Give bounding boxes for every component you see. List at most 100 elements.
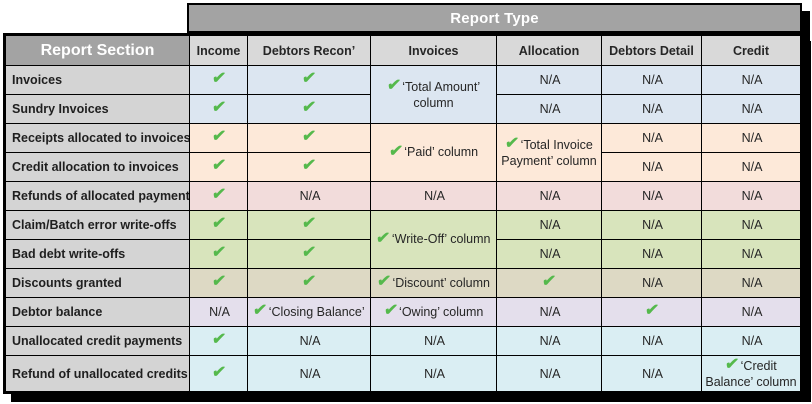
cell-text: ‘Credit Balance’ column	[705, 358, 797, 389]
cell-text: ‘Owing’ column	[399, 304, 484, 319]
matrix-cell: N/A	[701, 239, 801, 269]
cell-text: N/A	[539, 189, 561, 204]
matrix-cell: ✔	[189, 239, 248, 269]
matrix-cell: ✔	[496, 268, 602, 298]
cell-text: N/A	[539, 218, 561, 233]
cell-text: N/A	[741, 189, 763, 204]
matrix-cell: ✔	[189, 210, 248, 240]
matrix-cell: N/A	[601, 181, 702, 211]
matrix-cell: ✔	[189, 94, 248, 124]
cell-text: ‘Write-Off’ column	[391, 232, 491, 247]
table-row: Credit allocation to invoices ✔ ✔ N/A N/A	[5, 152, 801, 182]
matrix-cell: ✔‘Total Invoice Payment’ column	[496, 123, 602, 182]
row-label: Credit allocation to invoices	[5, 152, 190, 182]
check-icon: ✔	[210, 244, 227, 261]
cell-text: N/A	[642, 218, 663, 233]
table-row: Receipts allocated to invoices ✔ ✔ ✔‘Paid’ …	[5, 123, 801, 182]
matrix-cell: N/A	[370, 326, 497, 356]
cell-text: N/A	[741, 334, 763, 349]
matrix-cell: N/A	[701, 210, 801, 240]
row-label: Claim/Batch error write-offs	[5, 210, 190, 240]
matrix-cell: N/A	[247, 181, 371, 211]
cell-text: N/A	[741, 305, 763, 320]
cell-text: N/A	[424, 334, 445, 349]
matrix-cell: N/A	[701, 181, 801, 211]
check-icon: ✔	[541, 273, 557, 290]
matrix-cell: N/A	[601, 152, 702, 182]
row-label: Discounts granted	[5, 268, 190, 298]
table-row: Discounts granted ✔ ✔ ✔‘Discount’ column ✔ N/…	[5, 268, 801, 298]
cell-text: N/A	[741, 131, 763, 146]
matrix-cell: N/A	[701, 268, 801, 298]
check-icon: ✔	[375, 229, 392, 247]
cell-text: N/A	[539, 334, 561, 349]
matrix-cell: ✔	[189, 268, 248, 298]
cell-text: ‘Discount’ column	[392, 275, 490, 290]
matrix-cell: N/A	[601, 355, 702, 392]
check-icon: ✔	[210, 273, 227, 290]
column-header-credit: Credit	[701, 35, 801, 66]
check-icon: ✔	[210, 128, 227, 145]
matrix-cell: N/A	[601, 94, 702, 124]
matrix-cell: ✔	[247, 65, 371, 95]
cell-text: N/A	[424, 366, 445, 381]
row-label: Unallocated credit payments	[5, 326, 190, 356]
matrix-cell: N/A	[496, 65, 602, 95]
report-type-title: Report Type	[450, 9, 539, 27]
matrix-cell: N/A	[701, 94, 801, 124]
cell-text: N/A	[642, 160, 663, 175]
cell-text: ‘Closing Balance’	[268, 304, 365, 319]
cell-text: N/A	[741, 102, 763, 117]
check-icon: ✔	[301, 244, 317, 261]
check-icon: ✔	[210, 363, 227, 381]
check-icon: ✔	[301, 70, 317, 87]
cell-text: N/A	[642, 189, 663, 204]
cell-text: N/A	[424, 189, 445, 204]
matrix-cell: N/A	[370, 355, 497, 392]
check-icon: ✔	[387, 142, 404, 160]
check-icon: ✔	[385, 77, 402, 95]
matrix-cell: N/A	[247, 355, 371, 392]
cell-text: N/A	[642, 131, 663, 146]
matrix-cell: ✔	[247, 94, 371, 124]
matrix-cell: ✔	[247, 123, 371, 153]
matrix-cell: N/A	[370, 181, 497, 211]
check-icon: ✔	[643, 302, 660, 319]
matrix-cell: ✔	[601, 297, 702, 327]
cell-text: N/A	[299, 189, 321, 204]
table-row: Refund of unallocated credits ✔ N/A N/A N/A N…	[5, 355, 801, 392]
row-label: Invoices	[5, 65, 190, 95]
check-icon: ✔	[375, 273, 392, 290]
matrix-cell: N/A	[701, 326, 801, 356]
column-header-debtors-detail: Debtors Detail	[601, 35, 702, 66]
matrix-cell: N/A	[701, 297, 801, 327]
matrix-cell: ✔	[189, 152, 248, 182]
cell-text: N/A	[539, 73, 561, 88]
matrix-cell: N/A	[601, 268, 702, 298]
cell-text: N/A	[539, 366, 561, 381]
cell-text: N/A	[741, 73, 763, 88]
matrix-cell: N/A	[496, 94, 602, 124]
table-row: Invoices ✔ ✔ ✔‘Total Amount’ column N/A N/A N/…	[5, 65, 801, 124]
matrix-cell: N/A	[496, 297, 602, 327]
table-row: Claim/Batch error write-offs ✔ ✔ ✔‘Write-Of…	[5, 210, 801, 269]
matrix-cell: ✔‘Credit Balance’ column	[701, 355, 801, 392]
matrix-cell: N/A	[601, 326, 702, 356]
cell-text: N/A	[642, 334, 663, 349]
matrix-cell: ✔	[189, 326, 248, 356]
check-icon: ✔	[301, 215, 317, 232]
matrix-cell: ✔	[247, 239, 371, 269]
column-header-allocation: Allocation	[496, 35, 602, 66]
cell-text: N/A	[642, 73, 663, 88]
report-matrix-table-wrap: Report Section Income Debtors Recon’ Invoi…	[3, 33, 803, 394]
check-icon: ✔	[210, 186, 227, 203]
matrix-cell: ✔	[247, 210, 371, 240]
matrix-cell: ✔	[247, 152, 371, 182]
row-label: Receipts allocated to invoices	[5, 123, 190, 153]
matrix-cell: N/A	[496, 181, 602, 211]
cell-text: ‘Total Invoice Payment’ column	[501, 137, 597, 168]
matrix-cell: ✔	[189, 123, 248, 153]
report-matrix-table: Report Section Income Debtors Recon’ Invoi…	[5, 35, 801, 392]
table-row: Sundry Invoices ✔ ✔ N/A N/A N/A	[5, 94, 801, 124]
matrix-cell: ✔	[189, 65, 248, 95]
